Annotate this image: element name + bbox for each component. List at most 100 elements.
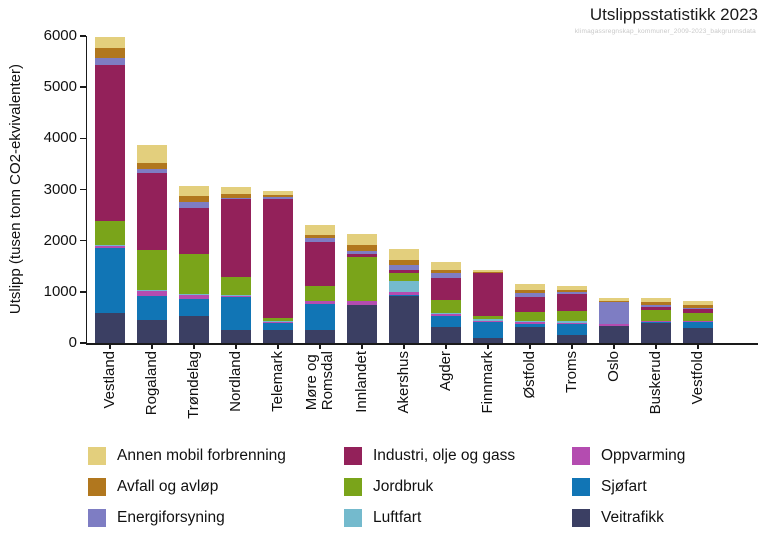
bar-segment-energiforsyning (683, 308, 713, 310)
x-axis-label: Innlandet (340, 351, 384, 447)
bar-segment-jordbruk (431, 300, 461, 314)
legend-swatch (572, 478, 590, 496)
bar-segment-industri-olje-og-gass (431, 278, 461, 301)
bar-segment-jordbruk (557, 310, 587, 321)
bar-segment-veitrafikk (515, 327, 545, 343)
legend-swatch (344, 478, 362, 496)
bar-rogaland (137, 145, 167, 343)
bar-segment-avfall-og-avløp (179, 195, 209, 202)
x-axis-label: Telemark (256, 351, 300, 447)
bar-segment-avfall-og-avløp (431, 269, 461, 274)
legend-item-industri-olje-og-gass: Industri, olje og gass (344, 447, 572, 465)
bar-segment-energiforsyning (95, 57, 125, 65)
bar-segment-sjøfart (515, 324, 545, 328)
bar-segment-industri-olje-og-gass (473, 273, 503, 316)
x-axis-label-text: Innlandet (353, 351, 371, 413)
x-axis-label-text: Trøndelag (185, 351, 203, 419)
legend-item-energiforsyning: Energiforsyning (88, 509, 344, 527)
bar-segment-annen-mobil-forbrenning (431, 261, 461, 270)
bar-segment-veitrafikk (473, 337, 503, 343)
x-axis-line (85, 343, 758, 345)
legend-swatch (344, 447, 362, 465)
x-axis-label: Trøndelag (172, 351, 216, 447)
chart-title: Utslippsstatistikk 2023 (589, 5, 758, 24)
bar-segment-energiforsyning (389, 265, 419, 270)
bar-segment-oppvarming (515, 321, 545, 325)
bar-segment-luftfart (221, 294, 251, 297)
bar-segment-veitrafikk (221, 330, 251, 343)
bar-segment-avfall-og-avløp (515, 290, 545, 293)
x-tick-mark (487, 344, 489, 349)
bar-segment-industri-olje-og-gass (683, 309, 713, 314)
bar-segment-jordbruk (641, 310, 671, 321)
bar-segment-jordbruk (221, 277, 251, 295)
bar-segment-energiforsyning (179, 201, 209, 209)
legend-label: Avfall og avløp (117, 478, 219, 495)
y-axis-label: Utslipp (tusen tonn CO2-ekvivalenter) (6, 63, 24, 315)
bar-segment-annen-mobil-forbrenning (473, 269, 503, 272)
bar-segment-veitrafikk (599, 326, 629, 343)
bar-segment-annen-mobil-forbrenning (389, 249, 419, 261)
legend-item-annen-mobil-forbrenning: Annen mobil forbrenning (88, 447, 344, 465)
x-tick-mark (109, 344, 111, 349)
bar-segment-industri-olje-og-gass (137, 173, 167, 251)
chart-subtitle: klimagassregnskap_kommuner_2009-2023_bak… (574, 28, 756, 35)
y-tick-mark (79, 35, 86, 37)
bar-segment-veitrafikk (389, 295, 419, 343)
bar-segment-sjøfart (599, 325, 629, 327)
bar-segment-oppvarming (683, 321, 713, 322)
x-tick-mark (151, 344, 153, 349)
bar-agder (431, 261, 461, 343)
x-tick-mark (571, 344, 573, 349)
bar-segment-luftfart (557, 320, 587, 323)
x-axis-label-text: Buskerud (647, 351, 665, 415)
bar-segment-sjøfart (557, 323, 587, 335)
bar-nordland (221, 187, 251, 343)
x-tick-mark (529, 344, 531, 349)
bar-segment-annen-mobil-forbrenning (221, 187, 251, 195)
bar-innlandet (347, 233, 377, 343)
bar-segment-oppvarming (389, 292, 419, 295)
bar-segment-energiforsyning (557, 292, 587, 295)
y-tick-mark (79, 188, 86, 191)
bar-segment-jordbruk (389, 272, 419, 282)
x-axis-label-text: Vestfold (689, 351, 707, 405)
x-tick-mark (655, 344, 657, 349)
bar-segment-industri-olje-og-gass (221, 198, 251, 278)
bar-segment-annen-mobil-forbrenning (641, 298, 671, 302)
bar-troms (557, 286, 587, 343)
bar-segment-oppvarming (473, 320, 503, 322)
bar-segment-avfall-og-avløp (557, 289, 587, 293)
x-axis-label-text: Akershus (395, 351, 413, 414)
bar-segment-industri-olje-og-gass (179, 208, 209, 255)
bar-segment-veitrafikk (179, 316, 209, 343)
bar-segment-industri-olje-og-gass (599, 323, 629, 325)
legend-swatch (572, 447, 590, 465)
bar-segment-veitrafikk (557, 334, 587, 343)
x-tick-mark (319, 344, 321, 349)
bar-segment-industri-olje-og-gass (641, 306, 671, 311)
bar-segment-oppvarming (641, 321, 671, 323)
bar-segment-annen-mobil-forbrenning (683, 301, 713, 305)
bar-vestland (95, 37, 125, 343)
bar-segment-oppvarming (263, 321, 293, 323)
bar-segment-jordbruk (179, 254, 209, 294)
bar-segment-avfall-og-avløp (641, 301, 671, 306)
legend-item-jordbruk: Jordbruk (344, 478, 572, 496)
legend-swatch (344, 509, 362, 527)
bar-segment-avfall-og-avløp (263, 195, 293, 197)
y-tick-label: 0 (68, 334, 77, 351)
bar-segment-veitrafikk (431, 327, 461, 343)
bar-segment-energiforsyning (263, 196, 293, 199)
bar-segment-oppvarming (599, 324, 629, 326)
y-tick-label: 5000 (43, 78, 77, 96)
bar-segment-sjøfart (95, 248, 125, 313)
x-axis-label-text: Oslo (605, 351, 623, 382)
bar-segment-oppvarming (179, 294, 209, 300)
bar-segment-annen-mobil-forbrenning (179, 185, 209, 196)
legend-label: Veitrafikk (601, 509, 664, 526)
x-tick-mark (403, 344, 405, 349)
y-tick-mark (79, 291, 86, 293)
x-axis-label-text: Finnmark (479, 351, 497, 414)
